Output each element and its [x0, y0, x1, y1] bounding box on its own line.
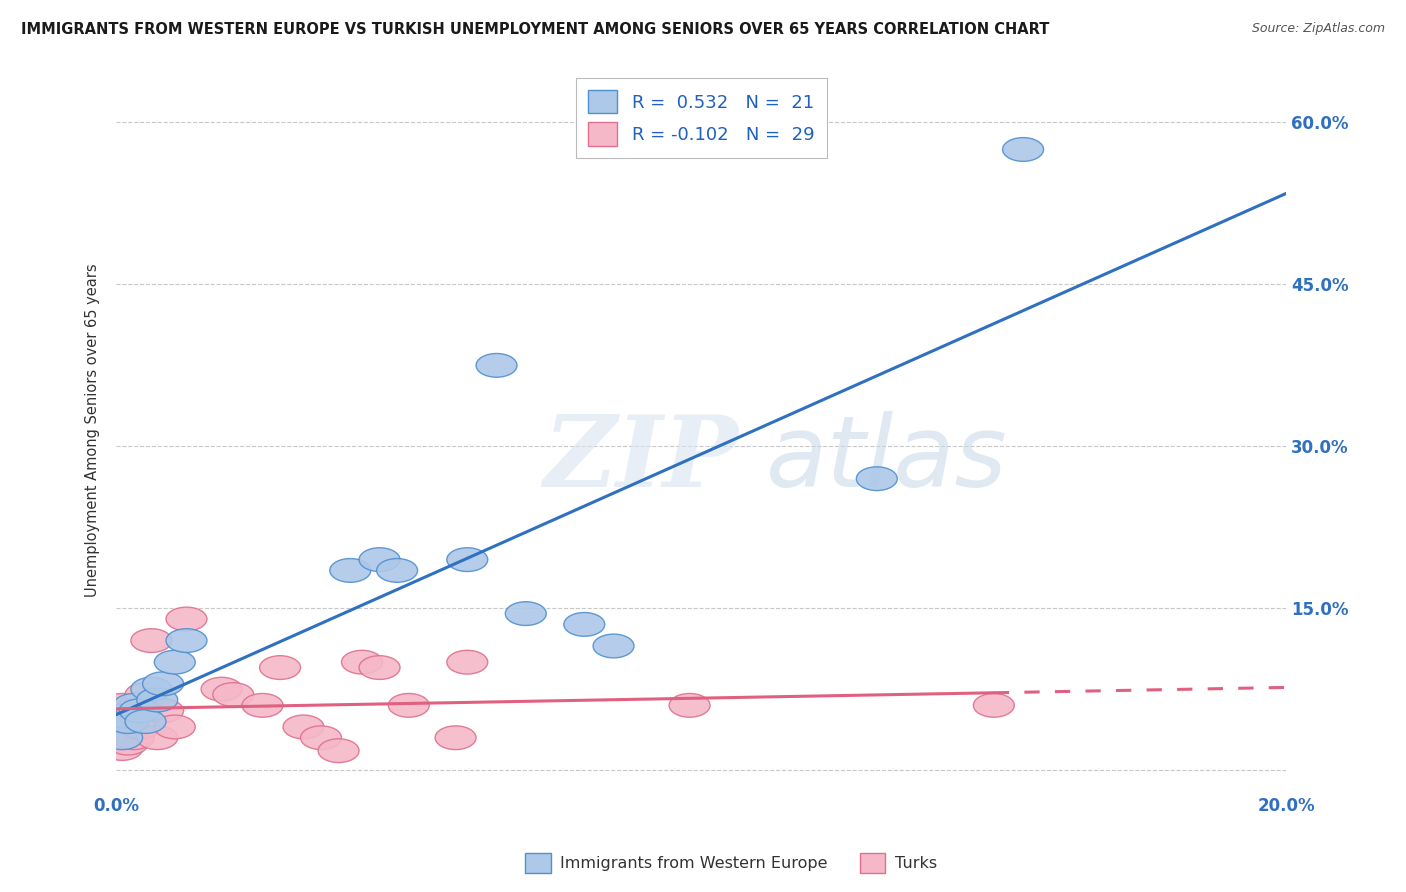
Text: IMMIGRANTS FROM WESTERN EUROPE VS TURKISH UNEMPLOYMENT AMONG SENIORS OVER 65 YEA: IMMIGRANTS FROM WESTERN EUROPE VS TURKIS…	[21, 22, 1049, 37]
Ellipse shape	[101, 715, 142, 739]
Ellipse shape	[447, 650, 488, 674]
Text: ZIP: ZIP	[543, 411, 738, 508]
Ellipse shape	[593, 634, 634, 658]
Ellipse shape	[973, 693, 1014, 717]
Ellipse shape	[125, 682, 166, 706]
Ellipse shape	[120, 693, 160, 717]
Ellipse shape	[447, 548, 488, 572]
Ellipse shape	[101, 693, 142, 717]
Ellipse shape	[388, 693, 429, 717]
Ellipse shape	[564, 613, 605, 636]
Ellipse shape	[142, 698, 184, 723]
Legend: Immigrants from Western Europe, Turks: Immigrants from Western Europe, Turks	[519, 847, 943, 880]
Ellipse shape	[101, 726, 142, 749]
Ellipse shape	[166, 629, 207, 652]
Ellipse shape	[377, 558, 418, 582]
Ellipse shape	[166, 607, 207, 631]
Ellipse shape	[107, 710, 149, 733]
Text: atlas: atlas	[766, 410, 1007, 508]
Ellipse shape	[131, 677, 172, 701]
Ellipse shape	[142, 672, 184, 696]
Ellipse shape	[359, 548, 401, 572]
Ellipse shape	[318, 739, 359, 763]
Ellipse shape	[359, 656, 401, 680]
Ellipse shape	[107, 731, 149, 755]
Ellipse shape	[260, 656, 301, 680]
Ellipse shape	[1002, 137, 1043, 161]
Ellipse shape	[201, 677, 242, 701]
Ellipse shape	[136, 726, 177, 749]
Ellipse shape	[131, 629, 172, 652]
Ellipse shape	[301, 726, 342, 749]
Ellipse shape	[330, 558, 371, 582]
Ellipse shape	[120, 715, 160, 739]
Ellipse shape	[283, 715, 323, 739]
Ellipse shape	[125, 710, 166, 733]
Ellipse shape	[856, 467, 897, 491]
Ellipse shape	[342, 650, 382, 674]
Legend: R =  0.532   N =  21, R = -0.102   N =  29: R = 0.532 N = 21, R = -0.102 N = 29	[575, 78, 827, 158]
Ellipse shape	[242, 693, 283, 717]
Ellipse shape	[136, 688, 177, 712]
Ellipse shape	[669, 693, 710, 717]
Ellipse shape	[114, 726, 155, 749]
Ellipse shape	[155, 650, 195, 674]
Ellipse shape	[505, 602, 547, 625]
Ellipse shape	[114, 693, 155, 717]
Ellipse shape	[114, 698, 155, 723]
Ellipse shape	[107, 710, 149, 733]
Y-axis label: Unemployment Among Seniors over 65 years: Unemployment Among Seniors over 65 years	[86, 263, 100, 597]
Ellipse shape	[477, 353, 517, 377]
Text: Source: ZipAtlas.com: Source: ZipAtlas.com	[1251, 22, 1385, 36]
Ellipse shape	[434, 726, 477, 749]
Ellipse shape	[120, 698, 160, 723]
Ellipse shape	[101, 737, 142, 760]
Ellipse shape	[212, 682, 253, 706]
Ellipse shape	[155, 715, 195, 739]
Ellipse shape	[101, 705, 142, 728]
